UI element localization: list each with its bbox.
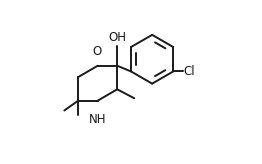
Text: O: O: [92, 45, 101, 58]
Text: Cl: Cl: [184, 65, 195, 78]
Text: OH: OH: [108, 31, 126, 44]
Text: NH: NH: [89, 113, 106, 126]
